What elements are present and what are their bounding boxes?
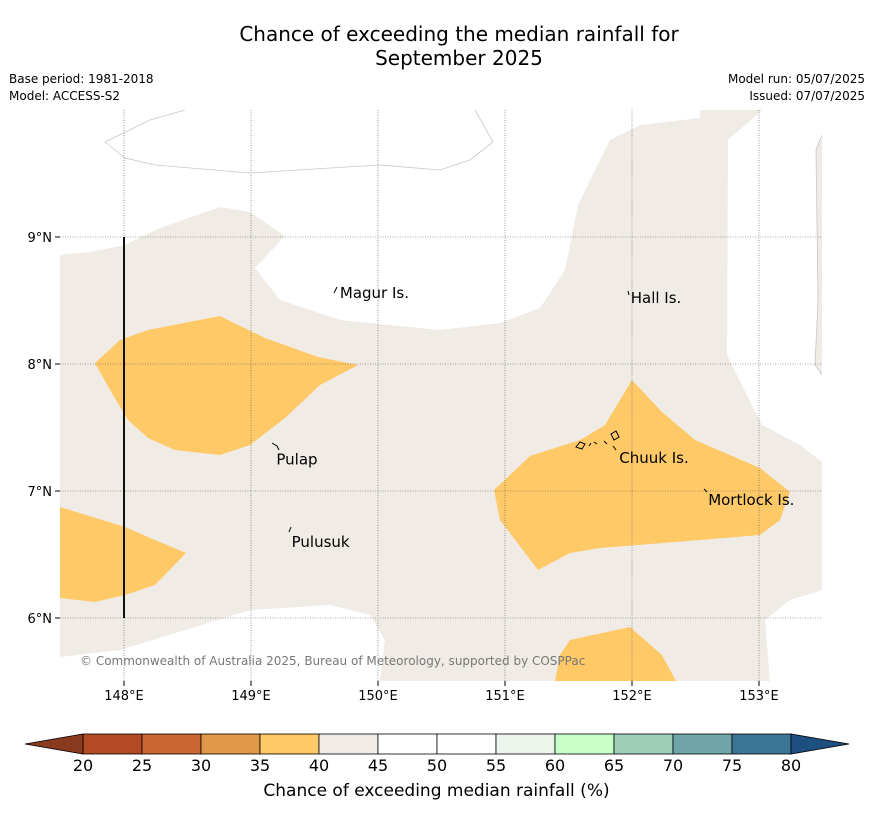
white-region-north-islet xyxy=(378,254,465,302)
map-area: Magur Is. Hall Is. Pulap Chuuk Is. Mortlock … xyxy=(60,110,822,681)
copyright-text: © Commonwealth of Australia 2025, Bureau… xyxy=(80,654,585,668)
lat-tick-label: 6°N xyxy=(28,612,53,627)
colorbar-segment xyxy=(672,733,733,755)
yellow-region-chuuk xyxy=(494,380,790,570)
colorbar-segment xyxy=(554,733,615,755)
island-hall xyxy=(627,290,630,296)
colorbar-tick-label: 25 xyxy=(132,756,152,775)
model-run-text: Model run: 05/07/2025 xyxy=(727,72,865,86)
place-label: Pulusuk xyxy=(292,533,350,551)
colorbar-tick-label: 75 xyxy=(722,756,742,775)
colorbar-over-arrow xyxy=(790,733,850,755)
base-period-text: Base period: 1981-2018 xyxy=(9,72,154,86)
contour-east xyxy=(814,134,822,376)
colorbar-tick-label: 50 xyxy=(427,756,447,775)
island-pulusuk xyxy=(288,526,292,533)
colorbar-segment xyxy=(82,733,143,755)
contour-lines xyxy=(104,110,822,376)
lat-tick-label: 9°N xyxy=(28,231,53,246)
place-label: Mortlock Is. xyxy=(708,491,794,509)
colorbar-tick-label: 45 xyxy=(368,756,388,775)
lon-tick-label: 153°E xyxy=(739,689,779,704)
island-chuuk xyxy=(575,430,620,451)
lat-tick-label: 7°N xyxy=(28,485,53,500)
colorbar-tick-label: 55 xyxy=(486,756,506,775)
band-35-40 xyxy=(60,316,790,681)
meta-right: Model run: 05/07/2025 Issued: 07/07/2025 xyxy=(728,71,865,105)
place-label: Magur Is. xyxy=(340,284,409,302)
island-pulap xyxy=(271,442,280,451)
map-title: Chance of exceeding the median rainfall … xyxy=(0,22,873,70)
colorbar-segment xyxy=(200,733,261,755)
colorbar-tick-label: 80 xyxy=(781,756,801,775)
colorbar-tick-label: 60 xyxy=(545,756,565,775)
colorbar-segment xyxy=(259,733,320,755)
colorbar-segment xyxy=(436,733,497,755)
yellow-region-south xyxy=(555,627,676,681)
issued-text: Issued: 07/07/2025 xyxy=(749,89,865,103)
colorbar-tick-label: 70 xyxy=(663,756,683,775)
colorbar-under-arrow xyxy=(24,733,84,755)
lat-tick-label: 8°N xyxy=(28,358,53,373)
colorbar-tick-label: 20 xyxy=(73,756,93,775)
colorbar-tick-label: 30 xyxy=(191,756,211,775)
contour-north xyxy=(104,110,494,174)
colorbar-segment xyxy=(613,733,674,755)
white-region-southwest xyxy=(60,605,385,681)
lon-tick-label: 148°E xyxy=(104,689,144,704)
colorbar-segment xyxy=(495,733,556,755)
islands xyxy=(271,286,708,533)
lon-tick-label: 152°E xyxy=(612,689,652,704)
band-45-55 xyxy=(60,254,465,681)
colorbar-segment xyxy=(141,733,202,755)
model-text: Model: ACCESS-S2 xyxy=(9,89,121,103)
gridlines xyxy=(60,110,822,681)
colorbar-tick-label: 35 xyxy=(250,756,270,775)
lon-tick-label: 150°E xyxy=(358,689,398,704)
island-magur xyxy=(333,286,338,294)
lon-tick-label: 149°E xyxy=(231,689,271,704)
place-labels: Magur Is. Hall Is. Pulap Chuuk Is. Mortlock … xyxy=(276,284,794,551)
colorbar-segment xyxy=(377,733,438,755)
meta-left: Base period: 1981-2018 Model: ACCESS-S2 xyxy=(9,71,154,105)
place-label: Pulap xyxy=(276,450,317,468)
place-label: Chuuk Is. xyxy=(619,449,688,467)
lon-tick-label: 151°E xyxy=(485,689,525,704)
colorbar-title: Chance of exceeding median rainfall (%) xyxy=(263,781,610,801)
island-mortlock xyxy=(703,488,708,493)
map-title-line1: Chance of exceeding the median rainfall … xyxy=(239,22,679,46)
colorbar-tick-label: 65 xyxy=(604,756,624,775)
colorbar-segment xyxy=(318,733,379,755)
place-label: Hall Is. xyxy=(631,289,682,307)
colorbar: 20 25 30 35 40 45 50 55 60 65 70 75 80 xyxy=(24,733,850,775)
map-title-line2: September 2025 xyxy=(375,46,543,70)
colorbar-segment xyxy=(731,733,792,755)
colorbar-tick-label: 40 xyxy=(309,756,329,775)
map-axes: 148°E 149°E 150°E 151°E 152°E 153°E 6°N 7°N 8°N 9… xyxy=(28,231,779,704)
yellow-region-northwest xyxy=(95,316,358,455)
